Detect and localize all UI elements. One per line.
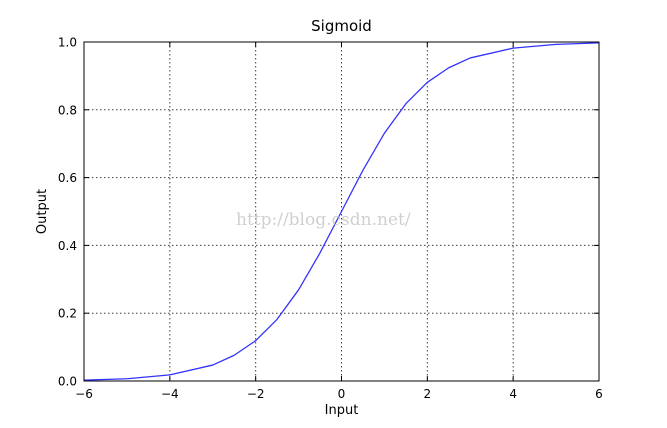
- x-tick-label: −6: [75, 387, 93, 401]
- chart-title: Sigmoid: [311, 17, 372, 35]
- x-tick-label: 6: [595, 387, 603, 401]
- sigmoid-series-line: [83, 42, 600, 381]
- grid-layer: [84, 42, 599, 381]
- y-tick-label: 0.8: [58, 103, 77, 117]
- y-tick-label: 0.4: [58, 239, 77, 253]
- x-tick-label: 0: [338, 387, 346, 401]
- watermark: http://blog.csdn.net/: [236, 210, 411, 230]
- x-axis-label: Input: [325, 403, 359, 418]
- x-tick-label: −2: [247, 387, 265, 401]
- x-tick-label: 2: [424, 387, 432, 401]
- x-tick-label: −4: [161, 387, 179, 401]
- y-tick-label: 1.0: [58, 36, 77, 50]
- y-tick-label: 0.6: [58, 171, 77, 185]
- x-tick-label: 4: [509, 387, 517, 401]
- y-axis-label: Output: [35, 189, 50, 234]
- y-tick-label: 0.0: [58, 375, 77, 389]
- curve-layer: [83, 42, 600, 381]
- tick-layer: −6 −4 −2 0 2 4 6 0.0 0.2 0.4 0.6 0.8 1.0: [58, 36, 603, 402]
- y-tick-label: 0.2: [58, 307, 77, 321]
